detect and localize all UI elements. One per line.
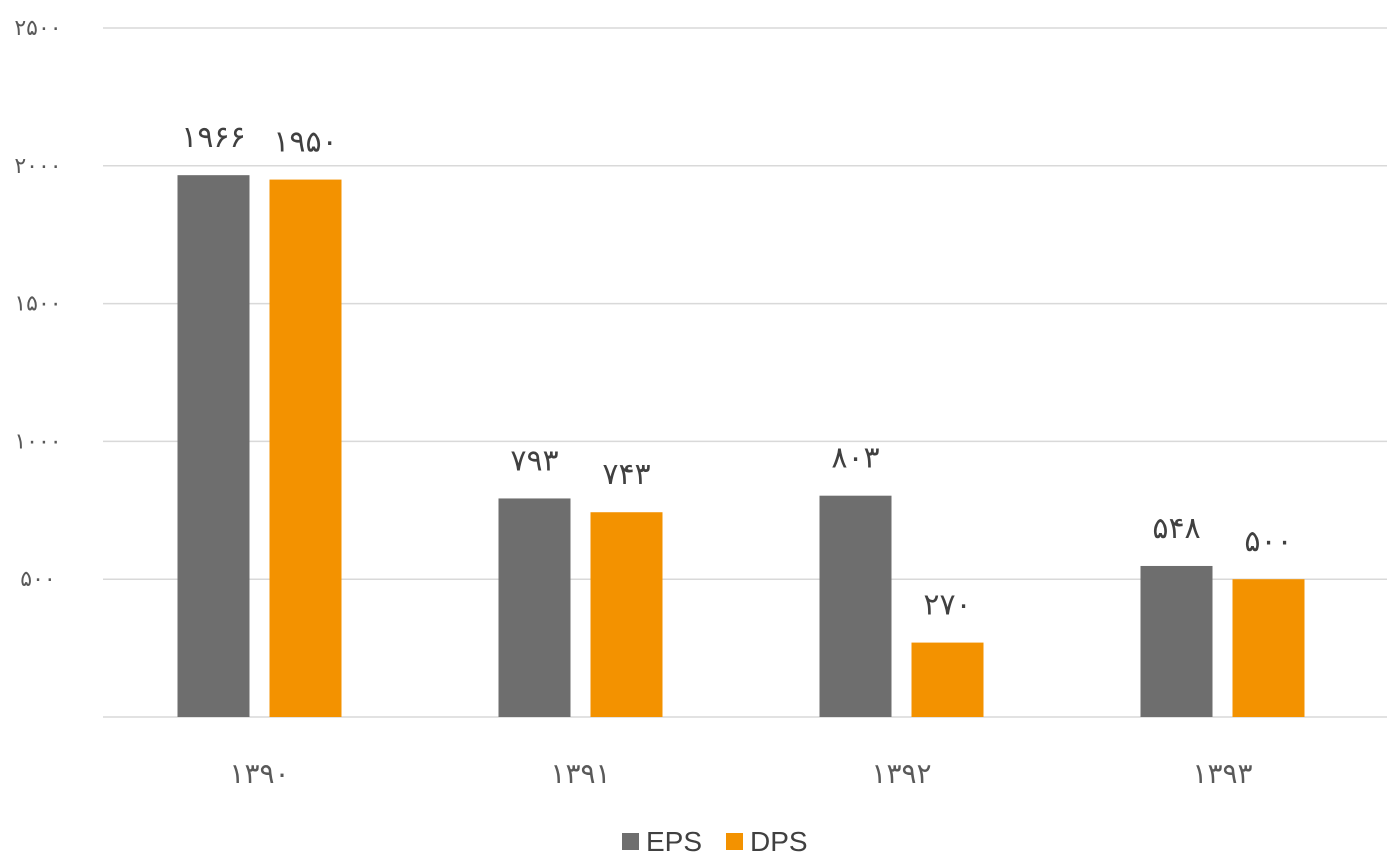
data-label-dps: ۲۷۰ bbox=[923, 588, 971, 623]
y-tick-label: ۵۰۰ bbox=[20, 567, 55, 592]
data-label-eps: ۸۰۳ bbox=[831, 441, 879, 476]
y-axis-tick-labels: ۵۰۰ ۱۰۰۰ ۱۵۰۰ ۲۰۰۰ ۲۵۰۰ bbox=[14, 16, 61, 592]
data-label-dps: ۵۰۰ bbox=[1244, 524, 1292, 559]
bar-eps bbox=[498, 498, 571, 717]
bar-eps bbox=[1140, 565, 1213, 717]
x-category-label: ۱۳۹۱ bbox=[550, 757, 610, 790]
legend-label-eps: EPS bbox=[646, 826, 702, 857]
data-label-dps: ۱۹۵۰ bbox=[273, 125, 337, 160]
x-axis-category-labels: ۱۳۹۰ ۱۳۹۱ ۱۳۹۲ ۱۳۹۳ bbox=[229, 757, 1252, 790]
legend-swatch-dps bbox=[726, 833, 743, 850]
bar-dps bbox=[911, 642, 984, 717]
y-tick-label: ۱۰۰۰ bbox=[14, 429, 61, 454]
y-tick-label: ۱۵۰۰ bbox=[14, 292, 61, 317]
data-label-eps: ۱۹۶۶ bbox=[181, 120, 245, 155]
data-label-eps: ۵۴۸ bbox=[1152, 511, 1200, 546]
data-label-dps: ۷۴۳ bbox=[602, 457, 650, 492]
bar-dps bbox=[590, 512, 663, 717]
bar-eps bbox=[819, 495, 892, 717]
data-label-eps: ۷۹۳ bbox=[510, 443, 558, 478]
x-category-label: ۱۳۹۲ bbox=[871, 757, 931, 790]
y-tick-label: ۲۵۰۰ bbox=[14, 16, 61, 41]
legend-label-dps: DPS bbox=[750, 826, 808, 857]
bar-dps bbox=[1232, 579, 1305, 717]
bar-dps bbox=[269, 179, 342, 717]
bars bbox=[177, 175, 1305, 717]
x-category-label: ۱۳۹۳ bbox=[1192, 757, 1252, 790]
bar-eps bbox=[177, 175, 250, 717]
legend: EPS DPS bbox=[622, 826, 808, 857]
legend-swatch-eps bbox=[622, 833, 639, 850]
y-tick-label: ۲۰۰۰ bbox=[14, 154, 61, 179]
data-labels: ۱۹۶۶ ۱۹۵۰ ۷۹۳ ۷۴۳ ۸۰۳ ۲۷۰ ۵۴۸ ۵۰۰ bbox=[181, 120, 1292, 622]
x-category-label: ۱۳۹۰ bbox=[229, 757, 289, 790]
